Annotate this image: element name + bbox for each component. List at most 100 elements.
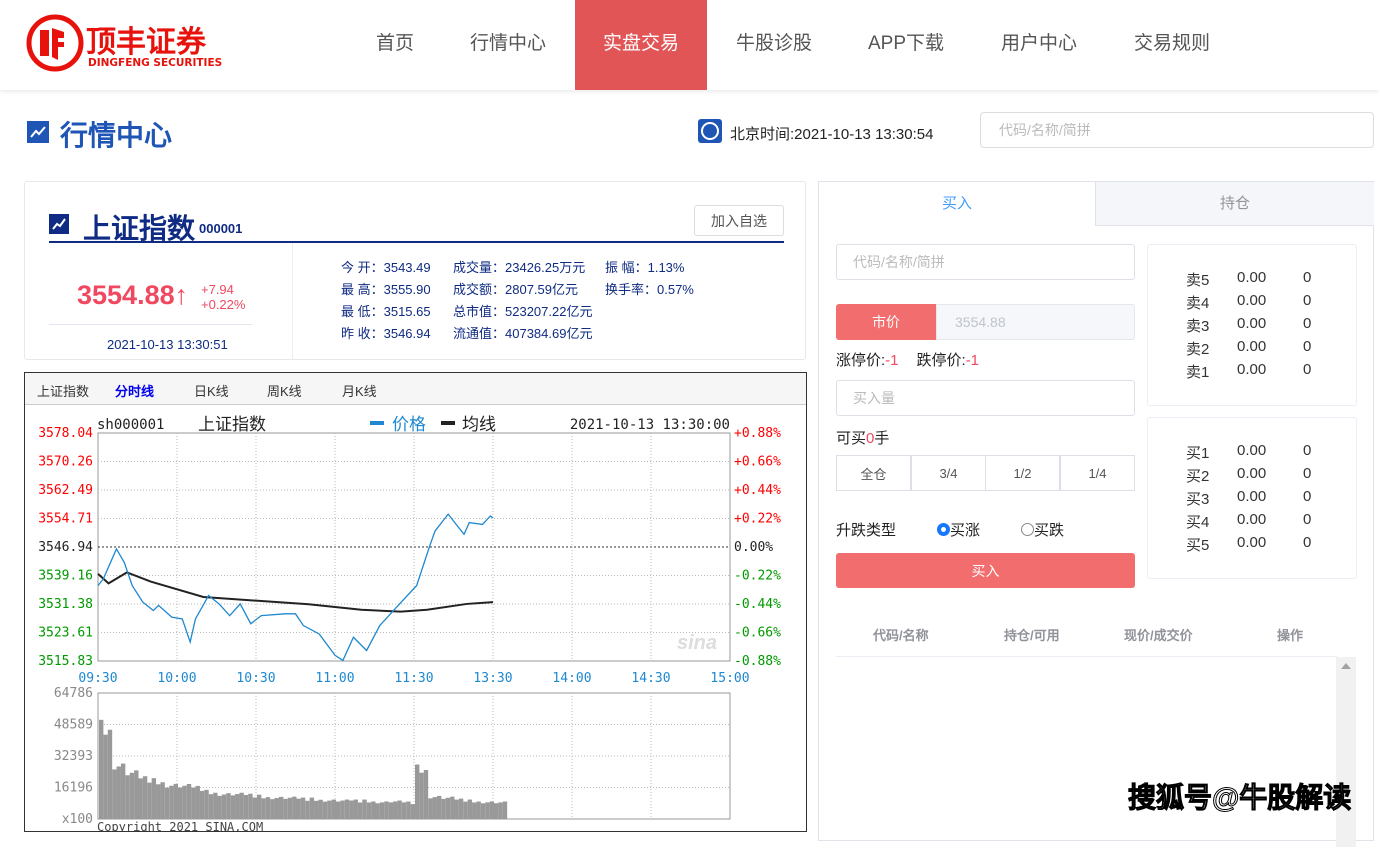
volume-bar: [142, 776, 148, 819]
volume-tick-label: 64786: [54, 686, 93, 701]
chart-name: 上证指数: [198, 415, 266, 434]
volume-bar: [213, 792, 218, 819]
volume-tick-label: 32393: [54, 749, 93, 764]
add-to-watchlist-button[interactable]: 加入自选: [694, 205, 784, 236]
chart-tab-daily-k[interactable]: 日K线: [194, 384, 229, 399]
price-field[interactable]: 3554.88: [936, 304, 1135, 340]
quote-stat: 最 低：3515.65: [341, 304, 431, 319]
chart-tab-monthly-k[interactable]: 月K线: [342, 384, 377, 399]
intraday-chart: 3578.04 +0.88% 3570.26 +0.66% 3562.49 +0.44% 3…: [38, 415, 781, 832]
volume-bar: [156, 784, 161, 819]
current-price: 3554.88↑: [77, 280, 188, 311]
price-value: 3554.88: [77, 280, 175, 310]
tab-holdings[interactable]: 持仓: [1095, 182, 1374, 226]
y2-tick-label: +0.66%: [734, 455, 781, 470]
chart-trend-icon: [49, 214, 69, 234]
volume-bar: [257, 794, 262, 819]
level-label: 买5: [1186, 537, 1210, 554]
stock-code-input[interactable]: [836, 244, 1135, 280]
volume-bar: [169, 785, 174, 819]
volume-bar: [300, 797, 306, 819]
x-tick-label: 10:30: [236, 671, 275, 686]
volume-bar: [472, 802, 477, 819]
chart-tab-index[interactable]: 上证指数: [37, 384, 90, 399]
volume-bar: [441, 798, 446, 819]
volume-bar: [138, 778, 143, 819]
radio-checked-icon[interactable]: [937, 523, 950, 536]
volume-bar: [401, 802, 407, 819]
level-label: 买3: [1186, 491, 1210, 508]
volume-bar: [278, 796, 284, 819]
volume-bar: [384, 801, 389, 819]
level-label: 卖1: [1186, 364, 1210, 381]
nav-user-center[interactable]: 用户中心: [1000, 33, 1077, 54]
level-volume: 0: [1303, 315, 1312, 332]
y-tick-label: 3570.26: [38, 455, 93, 470]
can-buy: 可买0手: [836, 427, 889, 448]
nav-trade-rules[interactable]: 交易规则: [1133, 33, 1210, 54]
volume-bar: [204, 789, 209, 819]
level-price: 0.00: [1237, 442, 1267, 459]
x-tick-label: 15:00: [710, 671, 749, 686]
level-price: 0.00: [1237, 361, 1267, 378]
brand-logo[interactable]: 顶丰证券 DINGFENG SECURITIES: [26, 14, 226, 74]
sina-logo: sina: [677, 632, 717, 654]
chart-tab-weekly-k[interactable]: 周K线: [267, 384, 302, 399]
volume-bar: [309, 797, 315, 819]
radio-unchecked-icon[interactable]: [1021, 523, 1034, 536]
volume-bar: [125, 775, 130, 819]
chart-trend-icon: [27, 121, 49, 143]
chart-tabs: 上证指数 分时线 日K线 周K线 月K线: [25, 373, 806, 405]
brand-name-en: DINGFENG SECURITIES: [88, 57, 222, 69]
nav-app-download[interactable]: APP下载: [867, 33, 945, 54]
radio-buy-down[interactable]: 买跌: [1021, 519, 1064, 540]
radio-label: 买跌: [1034, 522, 1065, 539]
nav-home[interactable]: 首页: [375, 33, 414, 54]
volume-bar: [327, 800, 332, 819]
nav-stock-diagnosis[interactable]: 牛股诊股: [735, 33, 812, 54]
fraction-full-button[interactable]: 全仓: [836, 455, 911, 491]
y2-tick-label: +0.22%: [734, 512, 781, 527]
fraction-1-4-button[interactable]: 1/4: [1060, 455, 1135, 491]
fraction-1-2-button[interactable]: 1/2: [985, 455, 1060, 491]
y-tick-label: 3515.83: [38, 654, 93, 669]
scrollbar[interactable]: [1336, 657, 1356, 847]
nav-market[interactable]: 行情中心: [469, 33, 546, 54]
y-tick-label: 3523.61: [38, 626, 93, 641]
col-code-name: 代码/名称: [873, 628, 929, 643]
volume-bar: [217, 795, 222, 819]
legend-swatch-average: [441, 421, 455, 425]
volume-tick-label: x100: [62, 812, 93, 827]
radio-buy-up[interactable]: 买涨: [937, 519, 980, 540]
level-volume: 0: [1303, 465, 1312, 482]
volume-bar: [199, 790, 205, 819]
intraday-chart-panel: 3578.04 +0.88% 3570.26 +0.66% 3562.49 +0.44% 3…: [24, 372, 807, 832]
volume-bar: [362, 799, 367, 819]
buy-submit-button[interactable]: 买入: [836, 553, 1135, 588]
nav-live-trading[interactable]: 实盘交易: [575, 0, 707, 90]
volume-bar: [349, 800, 354, 819]
volume-bar: [129, 772, 135, 819]
arrow-up-icon: ↑: [174, 280, 189, 310]
volume-bar: [485, 802, 490, 819]
x-tick-label: 10:00: [157, 671, 196, 686]
volume-bar: [366, 802, 372, 819]
chart-tab-intraday[interactable]: 分时线: [115, 384, 155, 399]
volume-bar: [186, 783, 192, 819]
tab-buy[interactable]: 买入: [941, 195, 972, 212]
scroll-up-icon[interactable]: [1341, 663, 1351, 669]
volume-bar: [261, 798, 266, 819]
market-price-button[interactable]: 市价: [836, 304, 936, 340]
y2-tick-label: +0.88%: [734, 426, 781, 441]
divider: [836, 656, 1337, 657]
fraction-3-4-button[interactable]: 3/4: [911, 455, 986, 491]
volume-bar: [353, 799, 358, 819]
x-tick-label: 14:00: [552, 671, 591, 686]
divider: [49, 324, 252, 325]
chart-copyright: Copyright 2021 SINA.COM: [97, 820, 263, 832]
volume-bar: [318, 799, 323, 819]
buy-quantity-input[interactable]: [836, 380, 1135, 416]
radio-label: 买涨: [950, 522, 981, 539]
search-input[interactable]: [980, 112, 1374, 148]
limit-up-value: -1: [885, 352, 899, 369]
